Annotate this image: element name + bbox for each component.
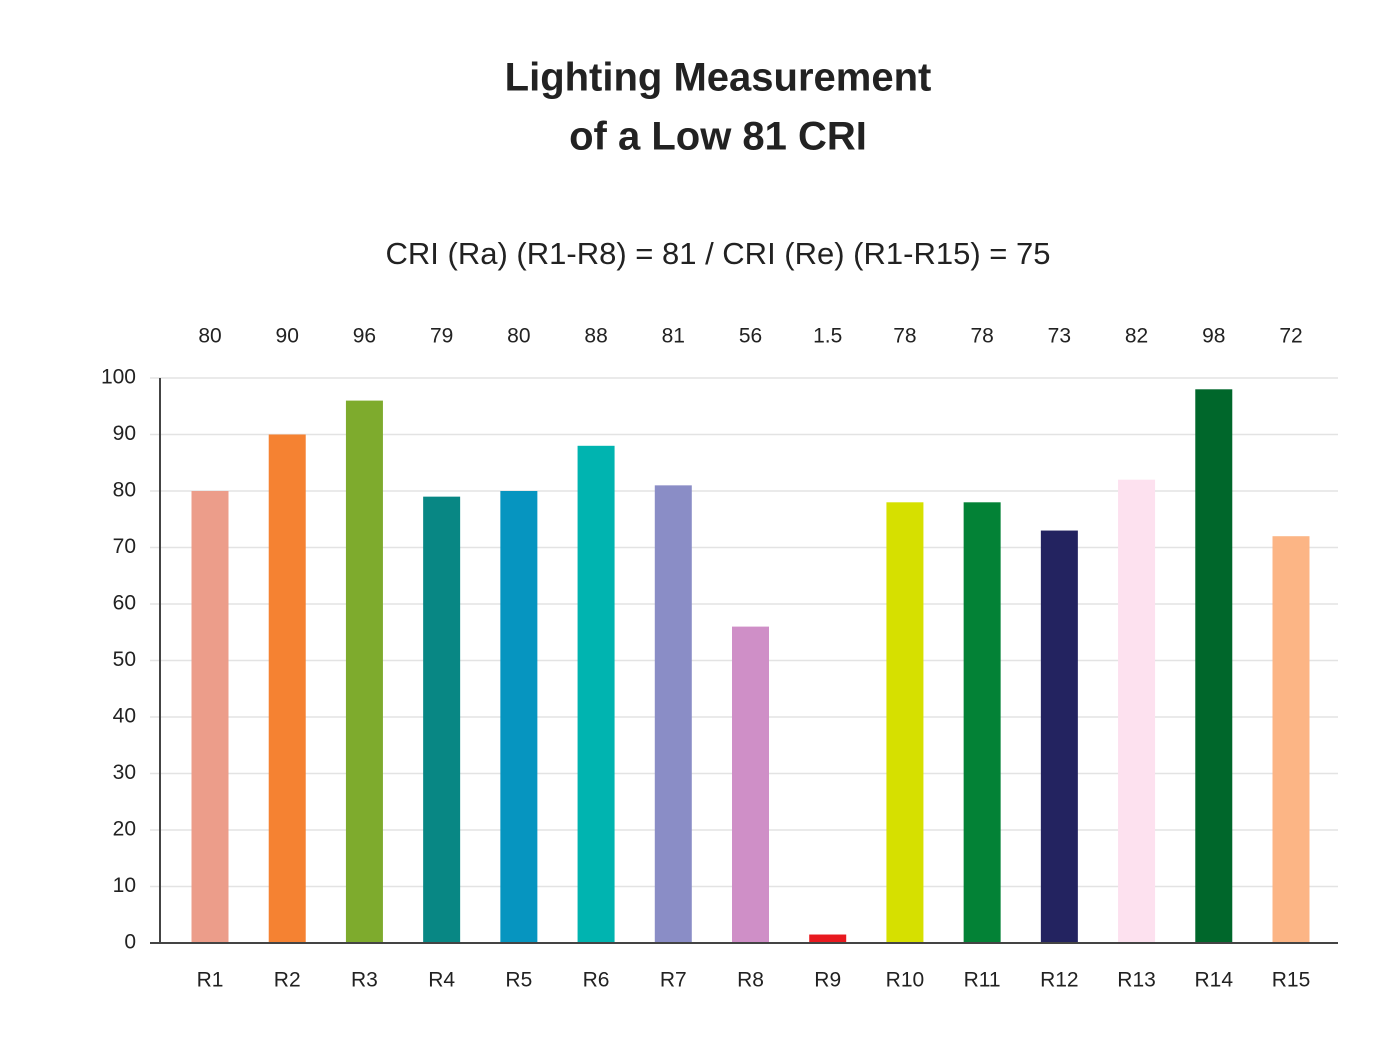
y-tick-label: 20 bbox=[113, 818, 136, 841]
bar bbox=[963, 502, 1001, 943]
x-tick-label: R1 bbox=[197, 969, 224, 992]
value-label: 78 bbox=[970, 325, 993, 348]
bar bbox=[191, 491, 229, 943]
value-label: 90 bbox=[276, 325, 299, 348]
y-tick-label: 0 bbox=[124, 931, 136, 954]
bar bbox=[1195, 389, 1233, 943]
y-tick-label: 50 bbox=[113, 648, 136, 671]
x-tick-label: R11 bbox=[964, 969, 1001, 992]
x-tick-label: R4 bbox=[428, 969, 455, 992]
y-tick-label: 10 bbox=[113, 874, 136, 897]
value-label: 82 bbox=[1125, 325, 1148, 348]
bar bbox=[654, 485, 692, 943]
value-label: 79 bbox=[430, 325, 453, 348]
bar bbox=[345, 400, 383, 944]
bar bbox=[886, 502, 924, 943]
value-label: 96 bbox=[353, 325, 376, 348]
value-label: 80 bbox=[198, 325, 221, 348]
bar bbox=[1272, 536, 1310, 943]
value-label: 72 bbox=[1279, 325, 1302, 348]
chart-title: Lighting Measurement bbox=[505, 56, 932, 100]
value-label: 78 bbox=[893, 325, 916, 348]
value-label: 73 bbox=[1048, 325, 1071, 348]
value-label: 56 bbox=[739, 325, 762, 348]
x-tick-label: R10 bbox=[886, 969, 925, 992]
x-tick-label: R8 bbox=[737, 969, 764, 992]
y-tick-label: 80 bbox=[113, 479, 136, 502]
x-tick-label: R14 bbox=[1195, 969, 1234, 992]
value-label: 80 bbox=[507, 325, 530, 348]
y-tick-label: 30 bbox=[113, 761, 136, 784]
value-label: 1.5 bbox=[813, 325, 842, 348]
bar bbox=[577, 445, 615, 943]
y-tick-label: 40 bbox=[113, 705, 136, 728]
chart-subtitle: CRI (Ra) (R1-R8) = 81 / CRI (Re) (R1-R15… bbox=[386, 236, 1051, 271]
bar bbox=[1040, 530, 1078, 943]
y-tick-label: 90 bbox=[113, 422, 136, 445]
x-tick-label: R15 bbox=[1272, 969, 1311, 992]
x-tick-label: R6 bbox=[583, 969, 610, 992]
value-label: 98 bbox=[1202, 325, 1225, 348]
y-tick-label: 70 bbox=[113, 535, 136, 558]
x-tick-label: R5 bbox=[505, 969, 532, 992]
value-label: 88 bbox=[584, 325, 607, 348]
x-tick-label: R9 bbox=[814, 969, 841, 992]
bar bbox=[809, 934, 847, 943]
bar bbox=[732, 626, 769, 943]
bar bbox=[423, 496, 461, 943]
bar bbox=[268, 434, 306, 943]
bar bbox=[1118, 479, 1156, 943]
y-tick-label: 60 bbox=[113, 592, 136, 615]
x-tick-label: R12 bbox=[1040, 969, 1079, 992]
value-label: 81 bbox=[662, 325, 685, 348]
x-tick-label: R7 bbox=[660, 969, 687, 992]
x-tick-label: R2 bbox=[274, 969, 301, 992]
x-tick-label: R13 bbox=[1117, 969, 1156, 992]
y-tick-label: 100 bbox=[101, 366, 136, 389]
bar bbox=[500, 491, 538, 943]
x-tick-label: R3 bbox=[351, 969, 378, 992]
chart-title: of a Low 81 CRI bbox=[569, 115, 867, 159]
